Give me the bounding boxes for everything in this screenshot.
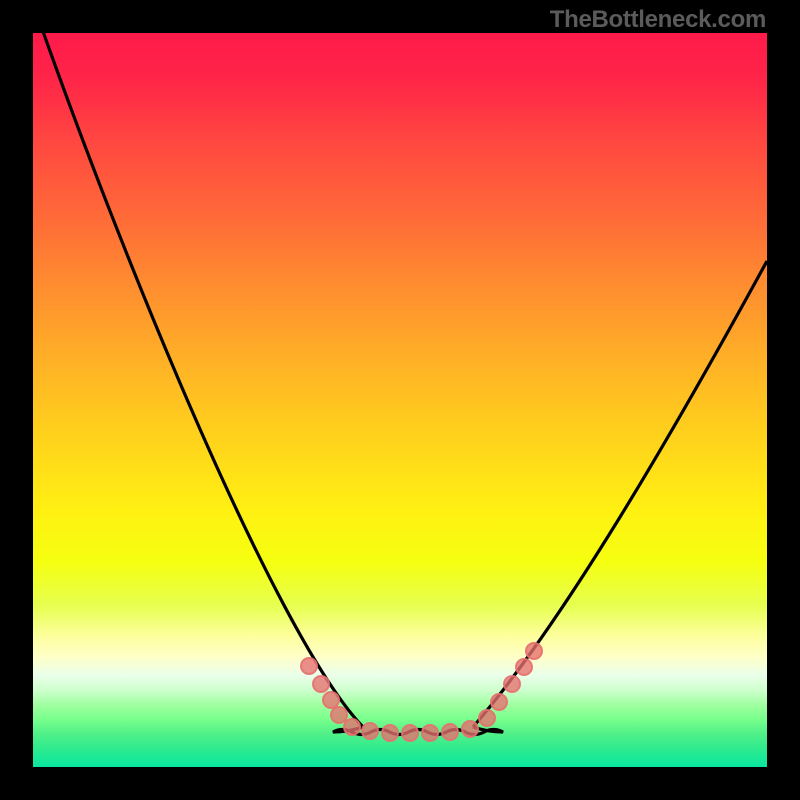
marker-point	[526, 643, 542, 659]
marker-point	[313, 676, 329, 692]
bottleneck-chart	[33, 33, 767, 767]
marker-point	[442, 724, 458, 740]
marker-point	[402, 725, 418, 741]
marker-point	[301, 658, 317, 674]
watermark-text: TheBottleneck.com	[550, 6, 766, 34]
chart-svg	[33, 33, 767, 767]
marker-point	[362, 723, 378, 739]
marker-point	[479, 710, 495, 726]
chart-background	[33, 33, 767, 767]
marker-point	[516, 659, 532, 675]
marker-point	[491, 694, 507, 710]
marker-point	[382, 725, 398, 741]
marker-point	[323, 692, 339, 708]
marker-point	[504, 676, 520, 692]
marker-point	[344, 719, 360, 735]
marker-point	[422, 725, 438, 741]
marker-point	[462, 721, 478, 737]
marker-point	[331, 707, 347, 723]
